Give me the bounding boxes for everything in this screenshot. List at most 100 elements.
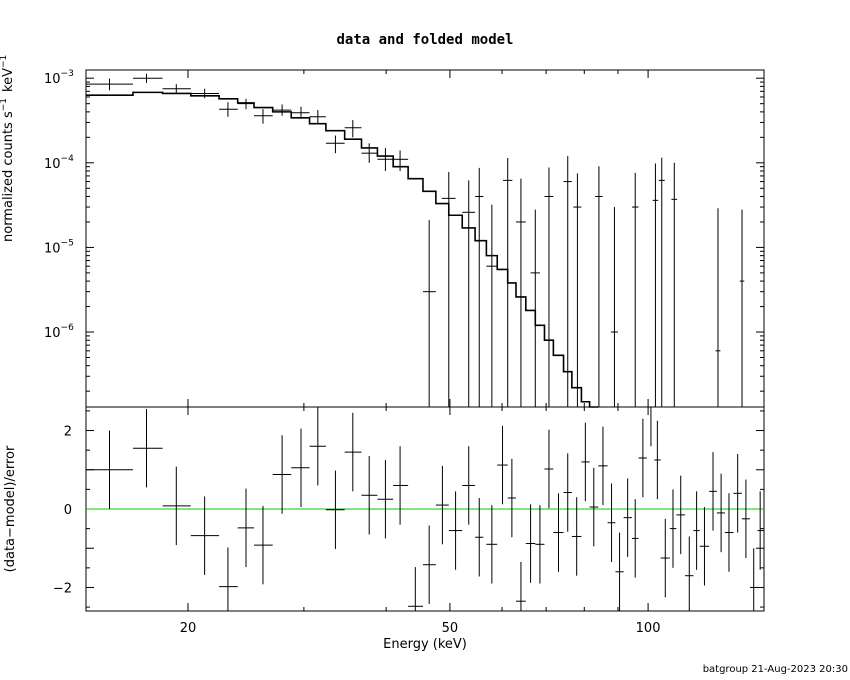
residual-point xyxy=(325,470,345,550)
bottom-y-tick-label: −2 xyxy=(53,581,72,596)
data-point xyxy=(325,135,345,154)
top-y-tick-label: 10−3 xyxy=(44,69,74,87)
x-tick-label: 20 xyxy=(180,621,197,636)
footer-timestamp: batgroup 21-Aug-2023 20:30 xyxy=(703,664,848,675)
residual-point xyxy=(607,483,616,562)
residual-point xyxy=(497,425,508,505)
residual-point xyxy=(486,505,498,584)
data-point xyxy=(610,207,618,407)
residual-point xyxy=(733,454,742,533)
data-point xyxy=(515,178,526,407)
top-y-tick-label: 10−6 xyxy=(44,323,74,341)
model-step-line xyxy=(86,91,599,408)
top-y-axis-label: normalized counts s−1keV−1 xyxy=(0,55,16,242)
residual-point xyxy=(631,499,639,578)
residual-point xyxy=(525,504,536,583)
top-y-tick-label: 10−5 xyxy=(44,238,74,256)
data-point xyxy=(544,167,554,407)
residual-point xyxy=(254,505,273,585)
data-point xyxy=(132,73,163,83)
chart-title: data and folded model xyxy=(336,32,513,48)
data-point xyxy=(219,102,238,117)
residual-point xyxy=(448,491,463,570)
data-point xyxy=(563,156,572,407)
residual-point xyxy=(581,422,590,502)
top-panel-spectrum: 10−3 10−4 10−5 10−6 xyxy=(44,69,765,408)
data-point xyxy=(530,209,540,407)
bottom-y-axis-label: (data−model)/error xyxy=(3,445,18,572)
data-point xyxy=(361,143,378,163)
residual-point xyxy=(344,412,362,492)
residual-point xyxy=(699,507,710,586)
residual-point xyxy=(669,489,677,568)
residual-point xyxy=(693,491,700,570)
x-tick-label: 100 xyxy=(636,621,661,636)
top-panel-frame xyxy=(85,69,765,408)
top-y-axis-label-unit: keV xyxy=(1,68,16,92)
residual-point xyxy=(86,430,133,509)
residual-point xyxy=(598,426,608,506)
data-point xyxy=(190,88,220,99)
residual-point xyxy=(377,459,394,539)
residual-point xyxy=(660,518,670,598)
data-point xyxy=(595,166,603,407)
residual-point xyxy=(361,456,378,535)
data-point xyxy=(652,163,659,407)
data-point xyxy=(715,208,721,407)
residual-point xyxy=(709,452,717,531)
residual-point xyxy=(190,496,220,575)
residual-point xyxy=(462,446,476,525)
residual-point xyxy=(544,429,554,509)
top-y-axis-label-text: normalized counts s xyxy=(1,111,16,242)
data-point xyxy=(309,110,326,124)
data-point xyxy=(573,173,582,407)
residual-point xyxy=(408,567,423,611)
residual-point xyxy=(272,435,292,514)
data-point xyxy=(377,147,394,172)
data-point xyxy=(254,109,273,124)
data-point xyxy=(441,171,456,407)
residual-point xyxy=(515,561,526,611)
data-point xyxy=(291,106,310,119)
residual-point xyxy=(571,497,582,576)
residual-point xyxy=(654,420,661,500)
residual-point xyxy=(757,491,764,570)
data-point xyxy=(393,150,409,172)
residual-point xyxy=(309,407,326,486)
bottom-y-tick-label: 0 xyxy=(64,503,72,518)
residual-point xyxy=(435,465,449,545)
residual-point xyxy=(623,478,632,557)
residual-point xyxy=(589,467,599,547)
residual-point xyxy=(676,475,686,555)
data-point xyxy=(162,84,191,94)
residual-point xyxy=(638,418,647,498)
top-y-axis-label-exp2: −1 xyxy=(0,55,9,68)
data-point xyxy=(462,180,476,407)
data-point xyxy=(237,98,255,110)
data-point xyxy=(671,162,678,407)
residual-point xyxy=(237,488,255,568)
data-point xyxy=(631,172,639,407)
residual-point xyxy=(563,453,572,532)
residual-point xyxy=(422,525,436,604)
data-point xyxy=(86,78,133,91)
residual-point xyxy=(162,466,191,546)
residual-point xyxy=(646,406,655,447)
residual-point xyxy=(749,548,758,611)
data-point xyxy=(658,157,665,407)
bottom-y-tick-label: 2 xyxy=(64,425,72,440)
top-y-tick-label: 10−4 xyxy=(44,154,74,172)
residual-point xyxy=(553,493,564,572)
data-point xyxy=(422,220,436,407)
data-point xyxy=(475,167,484,407)
residual-point xyxy=(724,493,734,572)
residual-point xyxy=(219,547,238,611)
residual-point xyxy=(475,498,484,577)
x-tick-label: 50 xyxy=(442,621,459,636)
residual-point xyxy=(132,408,163,488)
residual-point xyxy=(535,505,545,584)
residual-point xyxy=(685,536,694,611)
residual-point xyxy=(615,532,624,611)
residual-point xyxy=(716,473,725,553)
